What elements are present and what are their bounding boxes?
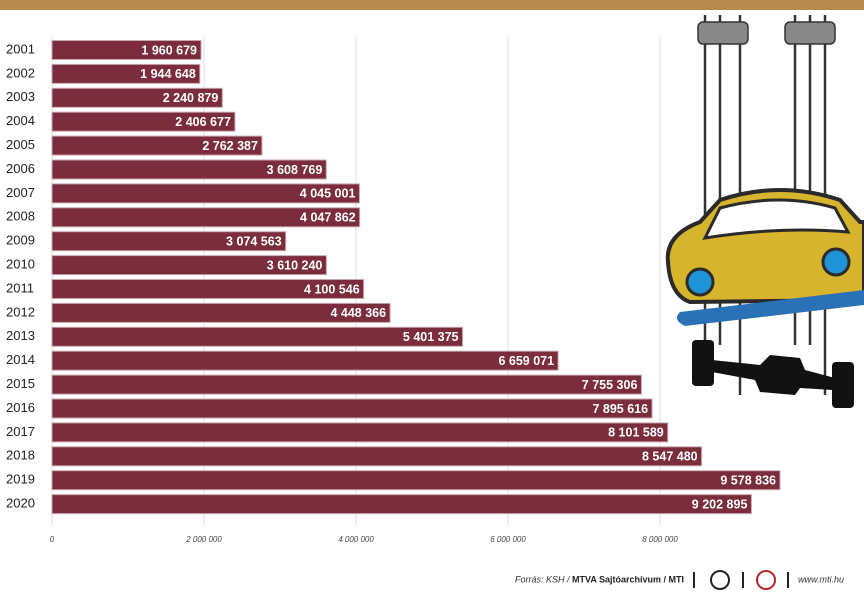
value-label: 9 578 836 — [720, 473, 776, 487]
value-label: 4 100 546 — [304, 282, 360, 296]
page: {"chart_data": {"type": "bar", "orientat… — [0, 0, 864, 592]
x-tick-label: 6 000 000 — [490, 535, 526, 544]
y-tick-label: 2007 — [6, 185, 35, 200]
y-tick-label: 2005 — [6, 137, 35, 152]
chart: 0 2 000 000 4 000 000 6 000 000 8 000 000 200… — [0, 0, 864, 592]
value-label: 4 448 366 — [330, 306, 386, 320]
value-label: 1 944 648 — [140, 67, 196, 81]
bar — [52, 327, 463, 346]
y-tick-label: 2006 — [6, 161, 35, 176]
value-label: 7 755 306 — [582, 378, 638, 392]
bar — [52, 423, 668, 442]
x-tick-label: 8 000 000 — [642, 535, 678, 544]
y-tick-label: 2011 — [6, 280, 34, 295]
y-tick-label: 2012 — [6, 304, 35, 319]
y-tick-label: 2010 — [6, 257, 35, 272]
value-label: 4 045 001 — [300, 187, 356, 201]
value-label: 3 074 563 — [226, 234, 282, 248]
footer-website: www.mti.hu — [798, 574, 844, 584]
value-label: 2 406 677 — [175, 115, 231, 129]
car-illustration — [668, 15, 864, 408]
bar — [52, 399, 652, 418]
y-tick-label: 2017 — [6, 424, 35, 439]
value-label: 2 762 387 — [202, 139, 258, 153]
y-tick-label: 2019 — [6, 472, 35, 487]
bar — [52, 495, 751, 514]
value-label: 4 047 862 — [300, 211, 356, 225]
y-tick-label: 2018 — [6, 448, 35, 463]
y-tick-label: 2004 — [6, 113, 35, 128]
value-label: 3 608 769 — [267, 163, 323, 177]
footer: Forrás: KSH / MTVA Sajtóarchívum / MTI w… — [515, 571, 844, 589]
value-label: 1 960 679 — [141, 43, 197, 57]
y-tick-label: 2002 — [6, 65, 35, 80]
value-label: 8 547 480 — [642, 450, 698, 464]
y-tick-label: 2014 — [6, 352, 35, 367]
value-label: 7 895 616 — [592, 402, 648, 416]
y-tick-label: 2013 — [6, 328, 35, 343]
bar — [52, 447, 702, 466]
bar — [52, 375, 641, 394]
footer-source: Forrás: KSH / — [515, 574, 571, 584]
y-tick-label: 2001 — [6, 41, 35, 56]
footer-publisher: MTVA Sajtóarchívum / MTI — [572, 574, 684, 584]
plot: 0 2 000 000 4 000 000 6 000 000 8 000 000 200… — [6, 36, 780, 544]
x-tick-label: 4 000 000 — [338, 535, 374, 544]
y-tick-label: 2020 — [6, 496, 35, 511]
bar — [52, 351, 558, 370]
y-tick-label: 2003 — [6, 89, 35, 104]
value-label: 5 401 375 — [403, 330, 459, 344]
value-label: 8 101 589 — [608, 426, 664, 440]
y-tick-label: 2015 — [6, 376, 35, 391]
value-label: 6 659 071 — [498, 354, 554, 368]
y-tick-label: 2016 — [6, 400, 35, 415]
value-label: 9 202 895 — [692, 497, 748, 511]
value-label: 2 240 879 — [163, 91, 219, 105]
top-band — [0, 0, 864, 10]
x-tick-label: 0 — [50, 535, 55, 544]
bar — [52, 471, 780, 490]
y-tick-label: 2009 — [6, 233, 35, 248]
y-tick-label: 2008 — [6, 209, 35, 224]
x-tick-label: 2 000 000 — [185, 535, 222, 544]
value-label: 3 610 240 — [267, 258, 323, 272]
